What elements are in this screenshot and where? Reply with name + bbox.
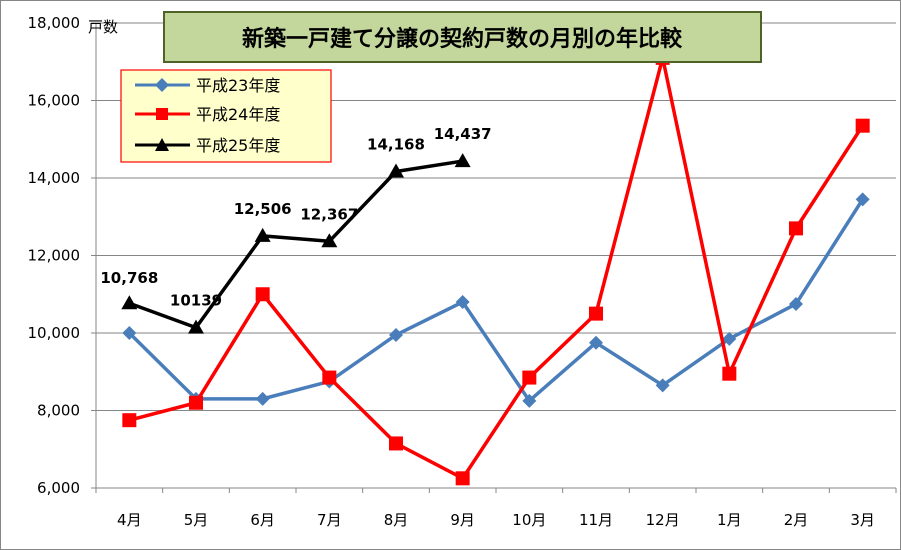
- chart-title-text: 新築一戸建て分譲の契約戸数の月別の年比較: [242, 26, 683, 52]
- data-point-series-2: [122, 413, 137, 428]
- y-tick-label: 14,000: [28, 169, 81, 187]
- legend-label-series-2: 平成24年度: [196, 105, 280, 124]
- data-point-series-1: [455, 295, 470, 309]
- x-tick-label: 3月: [850, 511, 875, 529]
- y-tick-label: 6,000: [37, 479, 80, 497]
- data-point-series-2: [789, 221, 803, 236]
- axes: 6,000 8,000 10,000 12,000 14,000 16,000 18,000…: [28, 14, 897, 529]
- y-tick-label: 12,000: [28, 247, 81, 265]
- x-tick-label: 12月: [646, 511, 680, 529]
- x-tick-label: 2月: [784, 511, 809, 529]
- data-label: 14,168: [367, 135, 425, 153]
- legend-marker-series-2: [156, 108, 168, 120]
- legend-marker-series-3: [155, 138, 169, 151]
- data-point-series-3: [321, 233, 338, 248]
- data-point-series-3: [121, 295, 138, 310]
- x-tick-label: 5月: [184, 511, 209, 529]
- legend-label-series-1: 平成23年度: [196, 76, 280, 95]
- y-tick-label: 10,000: [28, 324, 81, 342]
- y-tick-label: 16,000: [28, 92, 81, 110]
- data-point-series-2: [255, 287, 270, 302]
- chart-title: 新築一戸建て分譲の契約戸数の月別の年比較: [163, 11, 762, 63]
- legend-entry-series-2: 平成24年度: [135, 105, 280, 124]
- data-point-series-1: [589, 335, 603, 350]
- data-label: 10139: [170, 292, 222, 310]
- data-point-series-2: [322, 370, 337, 385]
- series-line-1: [128, 198, 865, 403]
- data-point-series-3: [388, 163, 404, 178]
- legend-entry-series-1: 平成23年度: [135, 76, 280, 95]
- x-tick-label: 7月: [317, 511, 342, 529]
- data-point-series-2: [589, 306, 603, 321]
- data-point-series-2: [855, 118, 870, 133]
- x-tick-label: 6月: [250, 511, 275, 529]
- legend-entry-series-3: 平成25年度: [135, 136, 280, 155]
- legend-marker-series-1: [155, 78, 169, 92]
- y-tick-label: 18,000: [28, 14, 81, 32]
- x-tick-label: 1月: [717, 511, 742, 529]
- data-point-series-2: [189, 395, 203, 410]
- data-point-series-3: [254, 227, 271, 242]
- data-point-series-3: [188, 319, 204, 334]
- series-line-2: [128, 56, 865, 481]
- data-point-series-1: [855, 192, 870, 207]
- data-point-series-2: [455, 471, 470, 486]
- x-tick-label: 10月: [512, 511, 546, 529]
- x-tick-label: 4月: [117, 511, 142, 529]
- data-labels: 10,768 10139 12,506 12,367 14,168 14,437: [100, 125, 491, 310]
- data-point-series-1: [789, 296, 803, 311]
- y-axis-label: 戸数: [88, 18, 118, 36]
- series-layer: [121, 50, 870, 486]
- legend-label-series-3: 平成25年度: [196, 136, 280, 155]
- data-point-series-2: [722, 366, 737, 381]
- data-point-series-1: [655, 378, 670, 393]
- data-point-series-1: [122, 326, 137, 340]
- data-point-series-1: [389, 327, 403, 342]
- legend: 平成23年度 平成24年度 平成25年度: [120, 69, 332, 163]
- x-tick-label: 11月: [579, 511, 613, 529]
- data-label: 14,437: [434, 125, 492, 143]
- title-box: [163, 11, 762, 63]
- data-label: 12,367: [300, 205, 358, 223]
- y-tick-label: 8,000: [37, 402, 80, 420]
- data-point-series-2: [522, 370, 537, 385]
- series-line-3: [128, 159, 463, 330]
- data-point-series-1: [722, 331, 737, 346]
- x-tick-label: 9月: [450, 511, 475, 529]
- data-point-series-3: [454, 153, 471, 168]
- data-label: 10,768: [100, 269, 158, 287]
- data-point-series-2: [389, 436, 403, 451]
- x-tick-label: 8月: [384, 511, 409, 529]
- data-label: 12,506: [234, 200, 292, 218]
- data-point-series-1: [255, 391, 270, 406]
- data-point-series-1: [522, 393, 537, 408]
